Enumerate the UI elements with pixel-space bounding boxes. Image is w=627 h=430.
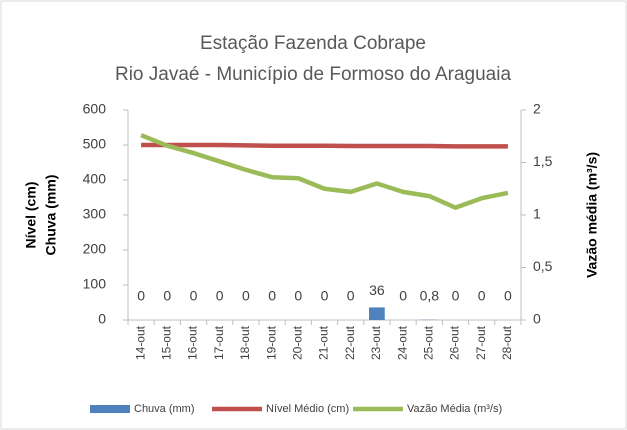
- x-tick-label: 17-out: [212, 325, 226, 360]
- bar: [369, 307, 385, 320]
- data-label: 0: [268, 288, 276, 304]
- y-tick-label: 400: [83, 171, 107, 187]
- data-label: 0,8: [420, 288, 440, 304]
- y-tick-label: 600: [83, 101, 107, 117]
- y-axis-label: Nível (cm): [23, 182, 39, 249]
- y2-tick-label: 1,5: [533, 153, 553, 169]
- y2-axis-label: Vazão média (m³/s): [584, 152, 600, 278]
- x-tick-label: 22-out: [343, 325, 357, 360]
- data-label: 0: [137, 288, 145, 304]
- data-label: 0: [452, 288, 460, 304]
- legend-swatch: [90, 405, 130, 413]
- legend-label: Chuva (mm): [134, 403, 195, 415]
- data-label: 0: [504, 288, 512, 304]
- y-tick-label: 200: [83, 241, 107, 257]
- chart-subtitle: Rio Javaé - Município de Formoso do Arag…: [115, 64, 511, 85]
- line-series: [141, 142, 508, 149]
- x-tick-label: 26-out: [448, 325, 462, 360]
- x-tick-label: 27-out: [474, 325, 488, 360]
- y-tick-label: 300: [83, 206, 107, 222]
- y2-tick-label: 1: [533, 206, 541, 222]
- legend-label: Vazão Média (m³/s): [407, 403, 502, 415]
- data-label: 0: [347, 288, 355, 304]
- line-series: [140, 133, 509, 210]
- y2-tick-label: 0,5: [533, 258, 553, 274]
- x-tick-label: 16-out: [186, 325, 200, 360]
- x-tick-label: 24-out: [395, 325, 409, 360]
- y2-tick-label: 0: [533, 311, 541, 327]
- y-tick-label: 0: [98, 311, 106, 327]
- x-tick-label: 14-out: [133, 325, 147, 360]
- x-tick-label: 28-out: [500, 325, 514, 360]
- data-label: 0: [294, 288, 302, 304]
- x-tick-label: 18-out: [238, 325, 252, 360]
- x-tick-label: 21-out: [317, 325, 331, 360]
- legend-label: Nível Médio (cm): [266, 403, 349, 415]
- chart-title: Estação Fazenda Cobrape: [200, 33, 426, 54]
- y-axis-label: Chuva (mm): [43, 175, 59, 256]
- data-label: 36: [369, 282, 385, 298]
- data-label: 0: [216, 288, 224, 304]
- x-tick-label: 25-out: [421, 325, 435, 360]
- data-label: 0: [163, 288, 171, 304]
- x-tick-label: 15-out: [159, 325, 173, 360]
- data-label: 0: [478, 288, 486, 304]
- data-label: 0: [321, 288, 329, 304]
- data-label: 0: [190, 288, 198, 304]
- x-tick-label: 20-out: [290, 325, 304, 360]
- x-tick-label: 23-out: [369, 325, 383, 360]
- y-tick-label: 100: [83, 276, 107, 292]
- data-label: 0: [242, 288, 250, 304]
- y-tick-label: 500: [83, 136, 107, 152]
- data-label: 0: [399, 288, 407, 304]
- x-tick-label: 19-out: [264, 325, 278, 360]
- y2-tick-label: 2: [533, 101, 541, 117]
